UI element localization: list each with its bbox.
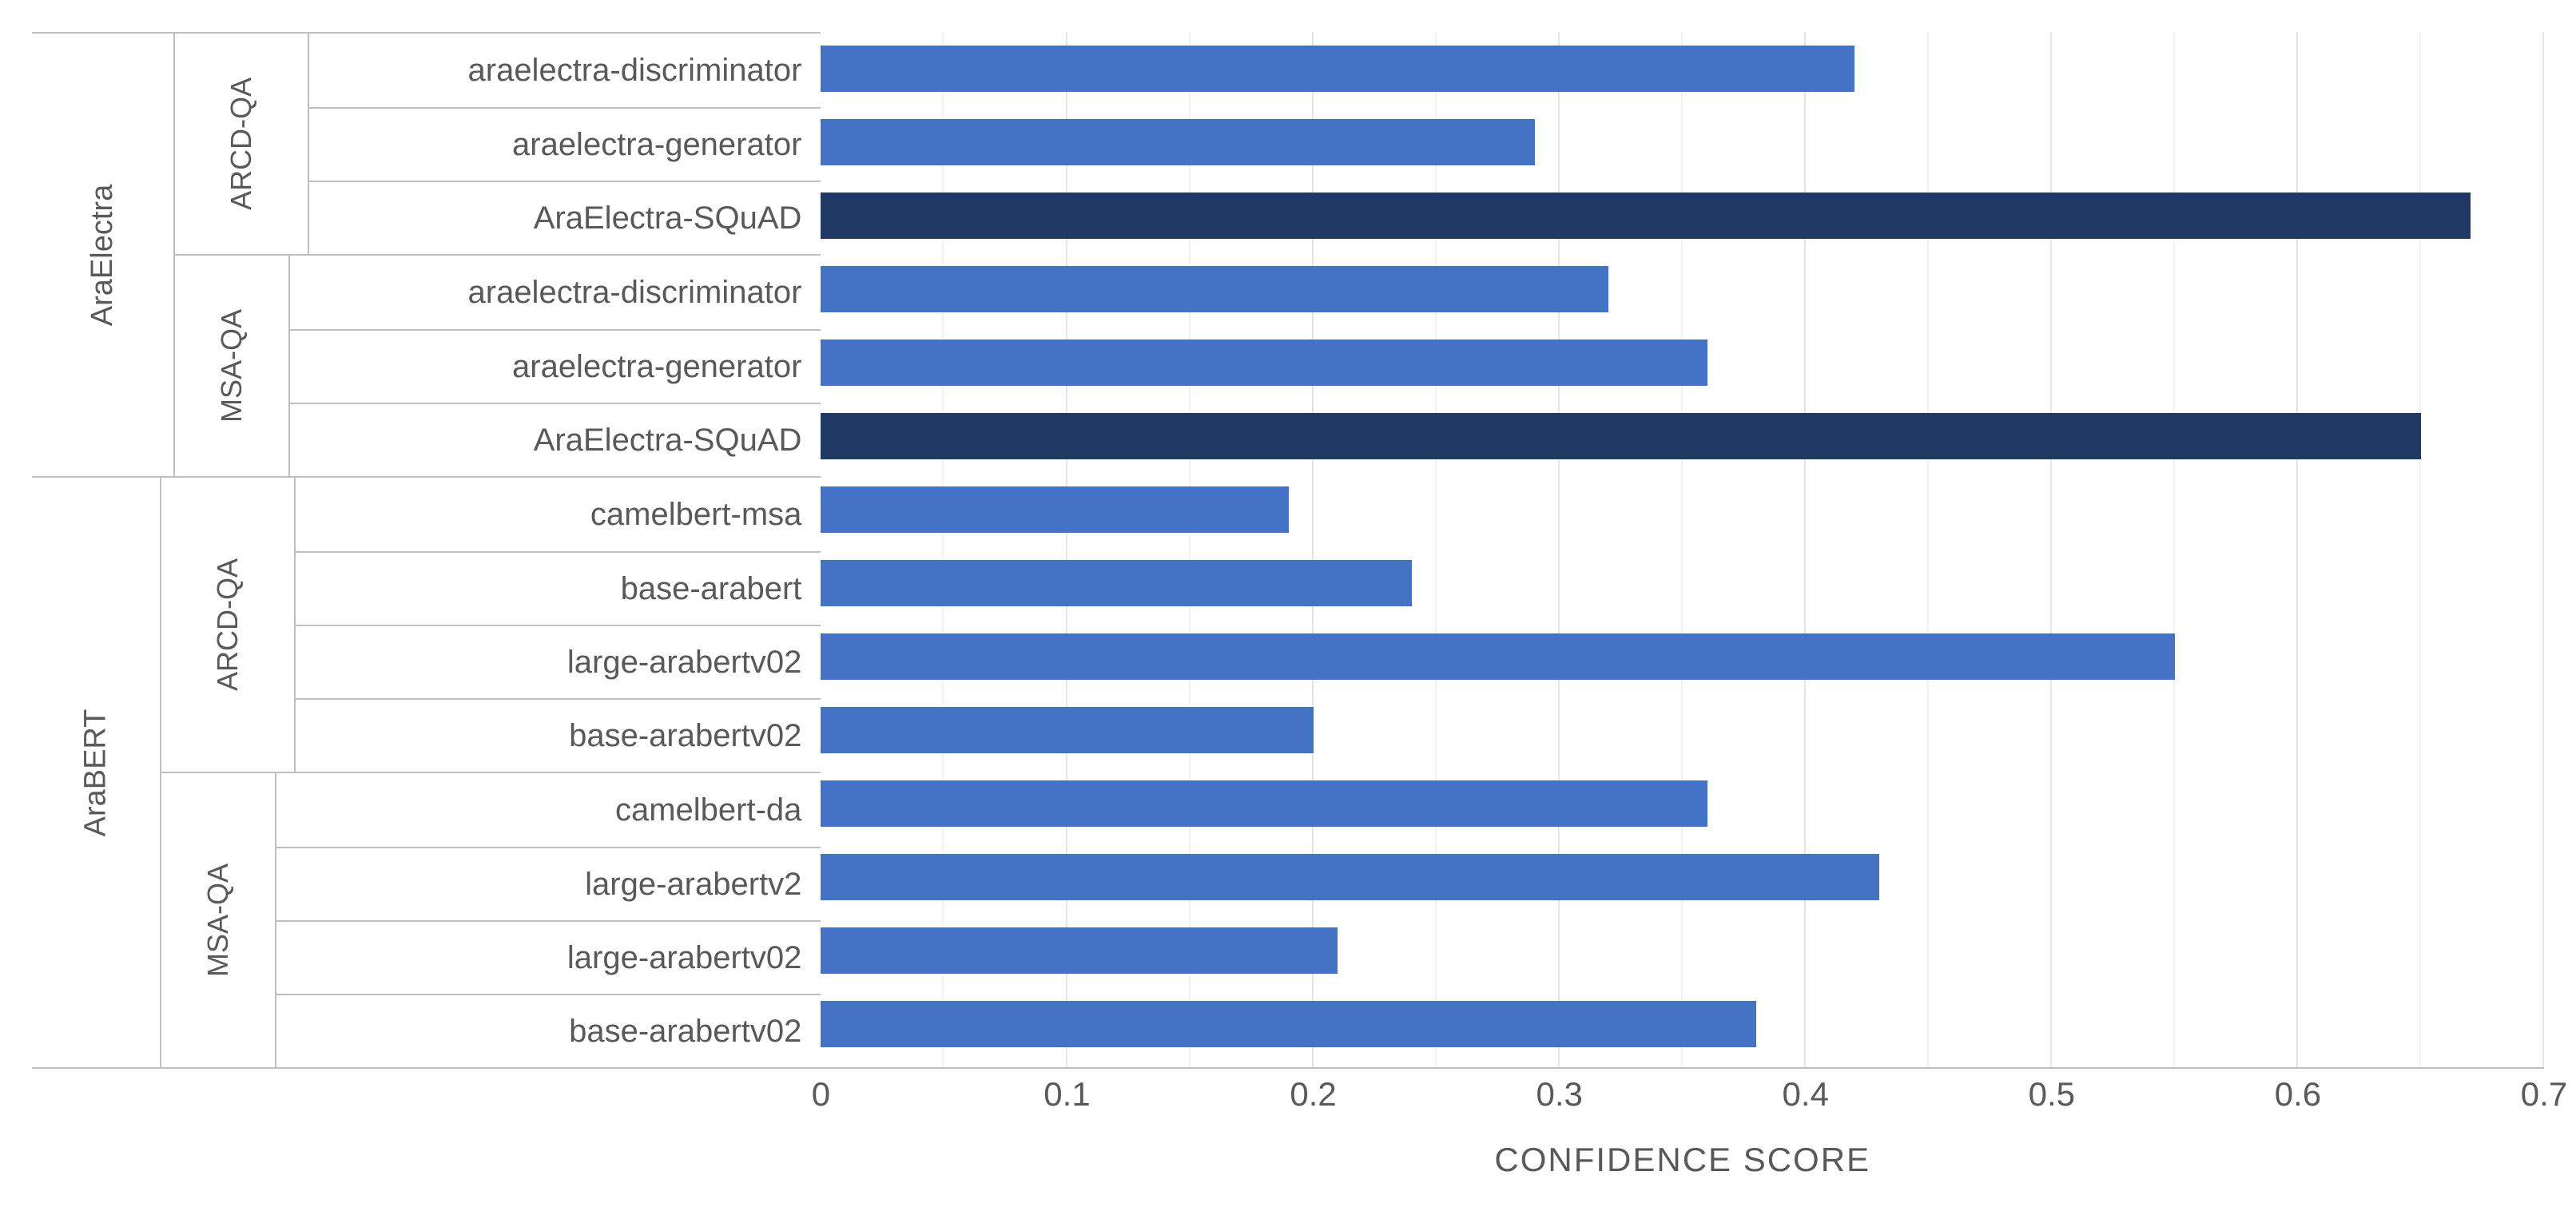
bar-label: araelectra-generator	[290, 329, 821, 403]
bar	[821, 486, 1288, 533]
bar-label: AraElectra-SQuAD	[309, 181, 821, 254]
x-axis-title-row: CONFIDENCE SCORE	[32, 1141, 2544, 1179]
x-tick: 0	[812, 1075, 830, 1114]
bar	[821, 1001, 1756, 1047]
subgroup-MSA-QA: MSA-QA araelectra-discriminatoraraelectra…	[175, 254, 821, 476]
x-axis-title: CONFIDENCE SCORE	[821, 1141, 2544, 1179]
x-axis-spacer	[32, 1075, 821, 1123]
bar	[821, 339, 1707, 386]
subgroup-MSA-QA: MSA-QA camelbert-dalarge-arabertv2large-a…	[161, 772, 821, 1067]
bar-label: araelectra-discriminator	[290, 256, 821, 329]
subgroup-label: MSA-QA	[161, 773, 276, 1067]
bar-row	[821, 179, 2544, 252]
bar-label: araelectra-generator	[309, 107, 821, 181]
group-label: AraBERT	[32, 478, 161, 1067]
subgroup-label-text: ARCD-QA	[211, 558, 244, 691]
x-tick: 0.4	[1783, 1075, 1829, 1114]
bar-label: araelectra-discriminator	[309, 34, 821, 107]
x-axis: 00.10.20.30.40.50.60.7	[32, 1075, 2544, 1123]
bar-row	[821, 32, 2544, 105]
bar	[821, 927, 1338, 974]
subgroup-label: MSA-QA	[175, 256, 290, 476]
bar-row	[821, 399, 2544, 473]
bar-label: large-arabertv2	[276, 847, 821, 920]
bar	[821, 560, 1411, 606]
bar-label: camelbert-msa	[296, 478, 821, 551]
bar-label: large-arabertv02	[276, 920, 821, 994]
bar-row	[821, 546, 2544, 620]
bar-row	[821, 326, 2544, 399]
group-AraBERT: AraBERTARCD-QAcamelbert-msabase-arabertl…	[32, 476, 821, 1067]
bar-label: AraElectra-SQuAD	[290, 403, 821, 476]
x-tick: 0.3	[1536, 1075, 1582, 1114]
bar-row	[821, 914, 2544, 987]
chart-body: AraElectra ARCD-QA araelectra-discriminato…	[32, 32, 2544, 1069]
group-label-text: AraBERT	[78, 709, 113, 836]
bar-row	[821, 840, 2544, 914]
x-tick: 0.1	[1044, 1075, 1090, 1114]
x-tick: 0.6	[2275, 1075, 2321, 1114]
bar	[821, 780, 1707, 827]
bars-layer	[821, 32, 2544, 1067]
subgroup-ARCD-QA: ARCD-QA camelbert-msabase-arabertlarge-ar…	[161, 478, 821, 772]
y-category-labels: AraElectra ARCD-QA araelectra-discriminato…	[32, 32, 821, 1069]
bar-label: camelbert-da	[276, 773, 821, 847]
group-AraElectra: AraElectra ARCD-QA araelectra-discriminato…	[32, 32, 821, 476]
group-label-text: AraElectra	[85, 184, 120, 325]
bar-row	[821, 105, 2544, 179]
x-tick: 0.2	[1290, 1075, 1336, 1114]
bar	[821, 119, 1534, 165]
bar	[821, 266, 1608, 312]
bar-row	[821, 252, 2544, 326]
bar	[821, 193, 2470, 239]
x-axis-title-spacer	[32, 1141, 821, 1179]
confidence-score-chart: AraElectra ARCD-QA araelectra-discriminato…	[32, 32, 2544, 1179]
subgroup-label-text: MSA-QA	[201, 864, 235, 977]
bar-label: base-arabertv02	[296, 698, 821, 772]
subgroup-label: ARCD-QA	[175, 34, 309, 254]
group-label: AraElectra	[32, 34, 175, 476]
bar	[821, 707, 1313, 753]
x-tick: 0.7	[2521, 1075, 2567, 1114]
subgroup-label-text: ARCD-QA	[225, 77, 258, 210]
bar	[821, 633, 2174, 680]
bar	[821, 46, 1854, 92]
bar-label: base-arabertv02	[276, 994, 821, 1067]
bar-row	[821, 767, 2544, 840]
x-axis-ticks: 00.10.20.30.40.50.60.7	[821, 1075, 2544, 1123]
bar-row	[821, 693, 2544, 767]
bar	[821, 854, 1879, 900]
subgroup-label: ARCD-QA	[161, 478, 296, 772]
bar-row	[821, 473, 2544, 546]
bar-row	[821, 620, 2544, 693]
plot-area	[821, 32, 2544, 1069]
bar-row	[821, 987, 2544, 1061]
x-tick: 0.5	[2029, 1075, 2075, 1114]
bar-label: base-arabert	[296, 551, 821, 625]
subgroup-ARCD-QA: ARCD-QA araelectra-discriminatoraraelectr…	[175, 34, 821, 254]
bar	[821, 413, 2421, 459]
subgroup-label-text: MSA-QA	[215, 309, 248, 423]
bar-label: large-arabertv02	[296, 625, 821, 698]
